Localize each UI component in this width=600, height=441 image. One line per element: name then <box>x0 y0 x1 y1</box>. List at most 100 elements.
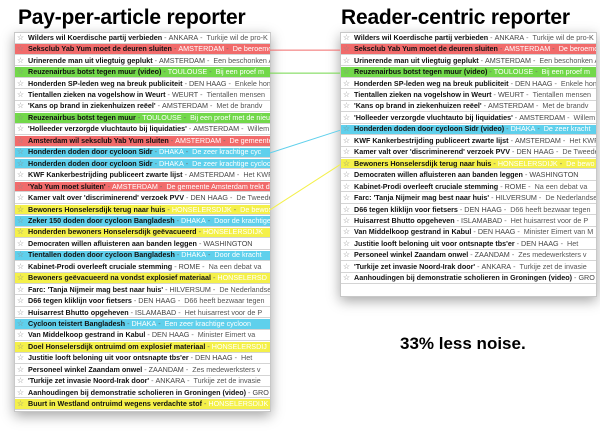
right-news-row[interactable]: ☆ Justitie looft beloning uit voor ontsna… <box>341 239 596 250</box>
left-news-row[interactable]: ☆ Personeel winkel Zaandam onwel - ZAANDAM -… <box>15 365 270 376</box>
left-news-row[interactable]: ☆ Honderden SP-leden weg na breuk publici… <box>15 79 270 90</box>
left-news-row[interactable]: ☆ Kabinet-Prodi overleeft cruciale stemmi… <box>15 262 270 273</box>
star-icon[interactable]: ☆ <box>342 147 351 157</box>
star-icon[interactable]: ☆ <box>16 158 25 168</box>
star-icon[interactable]: ☆ <box>342 90 351 99</box>
left-news-row[interactable]: ☆ Buurt in Westland ontruimd wegens verda… <box>15 399 270 410</box>
star-icon[interactable]: ☆ <box>16 365 25 374</box>
right-news-row[interactable]: ☆ Bewoners Honselersdijk terug naar huis -… <box>341 158 596 170</box>
star-icon[interactable]: ☆ <box>16 353 25 363</box>
left-news-row[interactable]: ☆ Reuzenairbus botst tegen muur - TOULOUSE -… <box>15 113 270 124</box>
star-icon[interactable]: ☆ <box>342 158 351 168</box>
right-news-row[interactable]: ☆ Van Middelkoop gestrand in Kabul - DEN HA… <box>341 228 596 239</box>
star-icon[interactable]: ☆ <box>16 44 25 54</box>
left-news-row[interactable]: ☆ Cycloon teistert Bangladesh - DHAKA - Een z… <box>15 319 270 330</box>
right-news-row[interactable]: ☆ Seksclub Yab Yum moet de deuren sluiten… <box>341 44 596 55</box>
star-icon[interactable]: ☆ <box>16 330 25 340</box>
left-news-row[interactable]: ☆ 'Turkije zet invasie Noord-Irak door' - A… <box>15 376 270 387</box>
star-icon[interactable]: ☆ <box>16 136 25 145</box>
left-news-row[interactable]: ☆ 'Yab Yum moet sluiten' - AMSTERDAM - De gem… <box>15 181 270 193</box>
star-icon[interactable]: ☆ <box>16 124 25 134</box>
star-icon[interactable]: ☆ <box>342 181 351 191</box>
star-icon[interactable]: ☆ <box>342 239 351 248</box>
right-news-row[interactable]: ☆ Honderden SP-leden weg na breuk publici… <box>341 79 596 90</box>
right-news-row[interactable]: ☆ 'Holleeder verzorgde vluchtauto bij liq… <box>341 113 596 124</box>
star-icon[interactable]: ☆ <box>342 33 351 42</box>
star-icon[interactable]: ☆ <box>342 55 351 65</box>
right-news-row[interactable]: ☆ KWF Kankerbestrijding publiceert zwarte… <box>341 136 596 147</box>
left-news-row[interactable]: ☆ Reuzenairbus botst tegen muur (video) - T… <box>15 67 270 78</box>
left-news-row[interactable]: ☆ Bewoners Honselersdijk terug naar huis -… <box>15 204 270 216</box>
right-news-row[interactable]: ☆ Huisarrest Bhutto opgeheven - ISLAMABAD - H… <box>341 216 596 227</box>
star-icon[interactable]: ☆ <box>16 387 25 397</box>
star-icon[interactable]: ☆ <box>16 342 25 351</box>
left-news-row[interactable]: ☆ Huisarrest Bhutto opgeheven - ISLAMABAD - H… <box>15 308 270 319</box>
star-icon[interactable]: ☆ <box>342 216 351 225</box>
star-icon[interactable]: ☆ <box>16 170 25 180</box>
left-news-row[interactable]: ☆ 'Kans op brand in ziekenhuizen reëel' - A… <box>15 102 270 113</box>
star-icon[interactable]: ☆ <box>342 193 351 203</box>
star-icon[interactable]: ☆ <box>16 216 25 225</box>
left-news-row[interactable]: ☆ Honderden doden door cycloon Sidr - DHAKA… <box>15 158 270 170</box>
right-news-row[interactable]: ☆ Kamer valt over 'discriminerend' verzoe… <box>341 147 596 158</box>
star-icon[interactable]: ☆ <box>342 78 351 88</box>
right-news-row[interactable]: ☆ 'Kans op brand in ziekenhuizen reëel' - A… <box>341 102 596 113</box>
star-icon[interactable]: ☆ <box>16 90 25 99</box>
star-icon[interactable]: ☆ <box>16 113 25 122</box>
star-icon[interactable]: ☆ <box>342 101 351 111</box>
right-news-row[interactable]: ☆ Urinerende man uit vliegtuig geplukt - AM… <box>341 56 596 67</box>
star-icon[interactable]: ☆ <box>16 250 25 260</box>
left-news-row[interactable]: ☆ Democraten willen afluisteren aan bande… <box>15 239 270 250</box>
right-news-row[interactable]: ☆ Tientallen zieken na vogelshow in Weurt… <box>341 90 596 101</box>
star-icon[interactable]: ☆ <box>342 250 351 260</box>
star-icon[interactable]: ☆ <box>342 124 351 134</box>
star-icon[interactable]: ☆ <box>16 147 25 157</box>
star-icon[interactable]: ☆ <box>16 181 25 191</box>
right-news-row[interactable]: ☆ Personeel winkel Zaandam onwel - ZAANDAM -… <box>341 251 596 262</box>
left-news-row[interactable]: ☆ Tientallen zieken na vogelshow in Weurt… <box>15 90 270 101</box>
star-icon[interactable]: ☆ <box>16 262 25 271</box>
star-icon[interactable]: ☆ <box>16 376 25 386</box>
star-icon[interactable]: ☆ <box>342 136 351 145</box>
left-news-row[interactable]: ☆ Amsterdam wil seksclub Yab Yum sluiten -… <box>15 136 270 147</box>
star-icon[interactable]: ☆ <box>16 55 25 65</box>
star-icon[interactable]: ☆ <box>342 273 351 283</box>
star-icon[interactable]: ☆ <box>16 78 25 88</box>
left-news-row[interactable]: ☆ Farc: 'Tanja Nijmeir mag best naar huis… <box>15 285 270 296</box>
left-news-row[interactable]: ☆ Honderden doden door cycloon Sidr - DHAKA… <box>15 147 270 158</box>
left-news-row[interactable]: ☆ Seksclub Yab Yum moet de deuren sluiten… <box>15 44 270 55</box>
star-icon[interactable]: ☆ <box>342 67 351 77</box>
star-icon[interactable]: ☆ <box>342 204 351 214</box>
left-news-row[interactable]: ☆ 'Holleeder verzorgde vluchtauto bij liq… <box>15 125 270 136</box>
star-icon[interactable]: ☆ <box>342 170 351 180</box>
star-icon[interactable]: ☆ <box>16 33 25 42</box>
star-icon[interactable]: ☆ <box>16 296 25 306</box>
star-icon[interactable]: ☆ <box>16 204 25 214</box>
left-news-row[interactable]: ☆ Aanhoudingen bij demonstratie scholiere… <box>15 388 270 399</box>
right-news-row[interactable]: ☆ Kabinet-Prodi overleeft cruciale stemmi… <box>341 182 596 193</box>
star-icon[interactable]: ☆ <box>16 227 25 237</box>
left-news-row[interactable]: ☆ Honderden bewoners Honselersdijk geëvac… <box>15 227 270 239</box>
star-icon[interactable]: ☆ <box>16 319 25 328</box>
left-news-row[interactable]: ☆ Doel Honselersdijk ontruimd om explosie… <box>15 342 270 353</box>
star-icon[interactable]: ☆ <box>16 193 25 203</box>
left-news-row[interactable]: ☆ Zeker 150 doden door cycloon Bangladesh… <box>15 216 270 227</box>
star-icon[interactable]: ☆ <box>342 44 351 54</box>
left-news-row[interactable]: ☆ Justitie looft beloning uit voor ontsna… <box>15 354 270 365</box>
right-news-row[interactable]: ☆ Wilders wil Koerdische partij verbieden… <box>341 33 596 44</box>
left-news-row[interactable]: ☆ KWF Kankerbestrijding publiceert zwarte… <box>15 170 270 181</box>
left-news-row[interactable]: ☆ Urinerende man uit vliegtuig geplukt - AM… <box>15 56 270 67</box>
star-icon[interactable]: ☆ <box>16 67 25 77</box>
right-news-row[interactable]: ☆ Farc: 'Tanja Nijmeir mag best naar huis… <box>341 193 596 204</box>
right-news-row[interactable]: ☆ D66 tegen kliklijn voor fietsers - DEN HA… <box>341 205 596 216</box>
left-news-row[interactable]: ☆ D66 tegen kliklijn voor fietsers - DEN HA… <box>15 296 270 307</box>
star-icon[interactable]: ☆ <box>16 273 25 283</box>
left-news-row[interactable]: ☆ Wilders wil Koerdische partij verbieden… <box>15 33 270 44</box>
star-icon[interactable]: ☆ <box>16 399 25 409</box>
star-icon[interactable]: ☆ <box>342 113 351 122</box>
left-news-row[interactable]: ☆ Tientallen doden door cycloon Banglades… <box>15 250 270 262</box>
right-news-row[interactable]: ☆ Reuzenairbus botst tegen muur (video) - T… <box>341 67 596 78</box>
right-news-row[interactable]: ☆ Honderden doden door cycloon Sidr (vide… <box>341 124 596 136</box>
right-news-row[interactable]: ☆ Democraten willen afluisteren aan bande… <box>341 170 596 181</box>
star-icon[interactable]: ☆ <box>16 284 25 294</box>
